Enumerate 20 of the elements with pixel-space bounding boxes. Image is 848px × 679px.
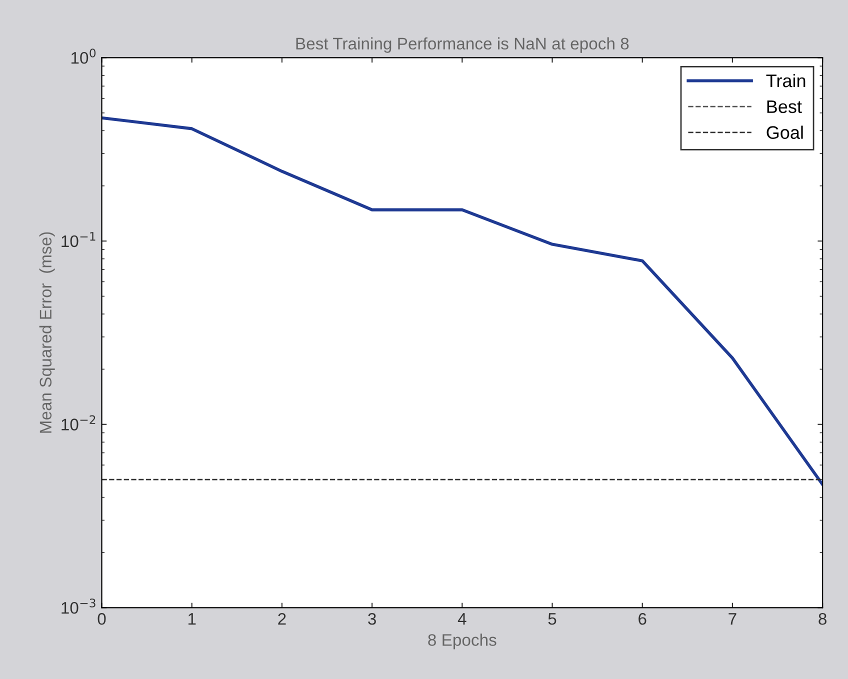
y-axis-title: Mean Squared Error (mse) [39,232,55,433]
y-tick-label: 10$^{0}$ [72,48,96,64]
y-tick-label: 10$^{−3}$ [62,598,96,614]
y-tick-label: 10$^{−1}$ [62,232,96,248]
line-series [102,116,823,486]
legend-label: Goal [766,126,803,139]
chart-title: Best Training Performance is NaN at epoch 8 [296,37,629,53]
x-axis-title: 8 Epochs [428,634,496,650]
x-tick-label: 7 [728,613,736,625]
y-tick-label: 10$^{−2}$ [62,415,96,430]
x-tick-label: 6 [638,613,646,625]
x-tick-label: 0 [98,613,106,625]
x-tick-label: 8 [818,613,826,625]
legend-label: Train [766,74,806,88]
legend-label: Best [767,100,802,114]
x-tick-label: 5 [548,613,556,625]
x-tick-label: 2 [278,613,286,625]
x-tick-label: 1 [188,613,196,625]
x-tick-label: 3 [368,613,376,625]
x-tick-label: 4 [458,613,466,625]
